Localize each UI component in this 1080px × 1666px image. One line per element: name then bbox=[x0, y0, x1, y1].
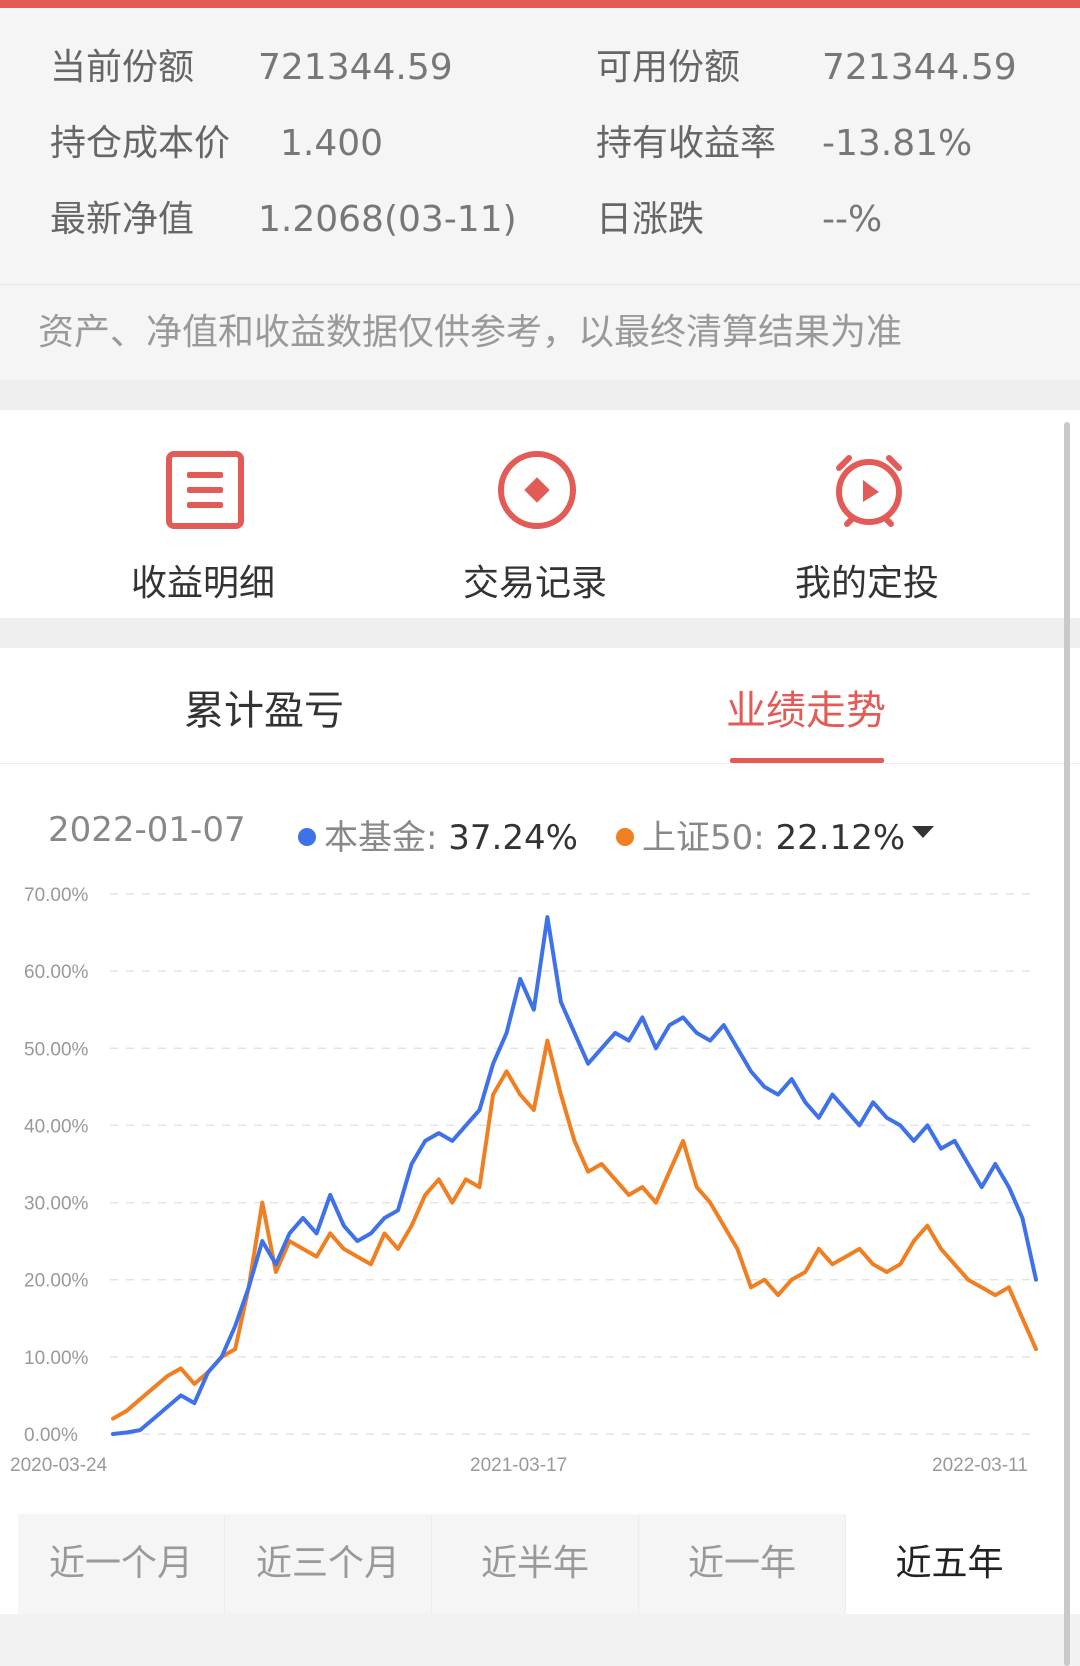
x-tick-label: 2021-03-17 bbox=[470, 1455, 567, 1476]
trade-records-label: 交易记录 bbox=[462, 563, 607, 604]
fund-series-line bbox=[111, 915, 1038, 1436]
action-shortcuts: 收益明细 交易记录 我的定投 bbox=[0, 410, 1080, 618]
benchmark-series-line bbox=[111, 1038, 1038, 1421]
coin-icon bbox=[498, 451, 576, 529]
current-shares-label: 当前份额 bbox=[50, 47, 195, 88]
period-half-year[interactable]: 近半年 bbox=[432, 1514, 639, 1614]
return-rate-value: -13.81% bbox=[822, 123, 973, 164]
fund-legend-value: 37.24% bbox=[448, 818, 578, 858]
active-tab-indicator bbox=[730, 758, 884, 763]
current-shares-value: 721344.59 bbox=[258, 47, 453, 88]
data-disclaimer: 资产、净值和收益数据仅供参考，以最终清算结果为准 bbox=[0, 284, 1080, 380]
benchmark-legend-value: 22.12% bbox=[775, 818, 906, 858]
y-tick-label: 60.00% bbox=[24, 962, 89, 983]
period-one-month[interactable]: 近一个月 bbox=[18, 1514, 225, 1614]
income-detail-label: 收益明细 bbox=[130, 563, 275, 604]
benchmark-legend-dot bbox=[616, 827, 634, 846]
cost-price-label: 持仓成本价 bbox=[50, 123, 231, 164]
y-tick-label: 0.00% bbox=[24, 1425, 78, 1446]
y-tick-label: 70.00% bbox=[24, 885, 89, 906]
period-five-years[interactable]: 近五年 bbox=[846, 1514, 1053, 1614]
y-tick-label: 50.00% bbox=[24, 1039, 89, 1060]
y-tick-label: 30.00% bbox=[24, 1194, 89, 1215]
holdings-summary: 当前份额 721344.59 可用份额 721344.59 持仓成本价 1.40… bbox=[0, 8, 1080, 284]
available-shares-value: 721344.59 bbox=[822, 47, 1017, 88]
trade-records-button[interactable]: 交易记录 bbox=[370, 438, 700, 608]
scrollbar[interactable] bbox=[1064, 422, 1070, 1666]
line-chart[interactable]: 0.00% 10.00% 20.00% 30.00% 40.00% 50.00% 60.00… bbox=[0, 764, 1080, 1524]
income-detail-button[interactable]: 收益明细 bbox=[38, 438, 368, 608]
tab-cumulative-pnl[interactable]: 累计盈亏 bbox=[184, 688, 344, 734]
section-divider bbox=[0, 380, 1080, 410]
return-rate-label: 持有收益率 bbox=[596, 123, 777, 164]
benchmark-legend-name: 上证50: bbox=[642, 818, 765, 858]
hover-date: 2022-01-07 bbox=[48, 810, 246, 850]
daily-change-label: 日涨跌 bbox=[596, 199, 705, 240]
y-tick-label: 10.00% bbox=[24, 1348, 89, 1369]
period-three-months[interactable]: 近三个月 bbox=[225, 1514, 432, 1614]
y-tick-label: 40.00% bbox=[24, 1116, 89, 1137]
fund-legend-dot bbox=[298, 827, 316, 846]
y-tick-label: 20.00% bbox=[24, 1271, 89, 1292]
bottom-spacer bbox=[0, 1614, 1080, 1666]
performance-chart: 2022-01-07 本基金: 37.24% 上证50: 22.12% 0.00… bbox=[0, 764, 1080, 1614]
benchmark-dropdown-icon[interactable] bbox=[912, 826, 934, 838]
chart-tabs: 累计盈亏 业绩走势 bbox=[0, 648, 1080, 764]
alarm-clock-icon bbox=[836, 455, 902, 527]
nav-value: 1.2068(03-11) bbox=[258, 199, 517, 240]
my-plans-label: 我的定投 bbox=[794, 563, 939, 604]
my-plans-button[interactable]: 我的定投 bbox=[702, 438, 1032, 608]
nav-label: 最新净值 bbox=[50, 199, 195, 240]
period-one-year[interactable]: 近一年 bbox=[639, 1514, 846, 1614]
tab-performance-trend[interactable]: 业绩走势 bbox=[726, 688, 886, 734]
x-tick-label: 2022-03-11 bbox=[932, 1455, 1028, 1476]
daily-change-value: --% bbox=[822, 199, 883, 240]
cost-price-value: 1.400 bbox=[280, 123, 384, 164]
available-shares-label: 可用份额 bbox=[596, 47, 741, 88]
period-selector: 近一个月 近三个月 近半年 近一年 近五年 bbox=[18, 1514, 1058, 1614]
section-divider bbox=[0, 618, 1080, 648]
x-tick-label: 2020-03-24 bbox=[10, 1455, 108, 1476]
legend-benchmark[interactable]: 上证50: 22.12% bbox=[616, 810, 905, 859]
list-document-icon bbox=[166, 451, 244, 529]
legend-fund: 本基金: 37.24% bbox=[298, 810, 578, 859]
fund-legend-name: 本基金: bbox=[324, 818, 438, 858]
top-accent-bar bbox=[0, 0, 1080, 8]
